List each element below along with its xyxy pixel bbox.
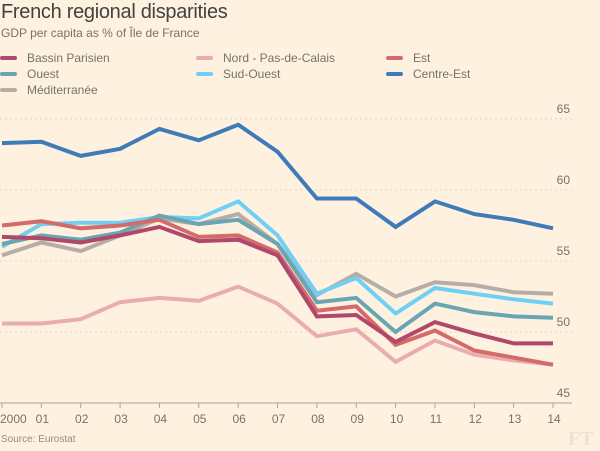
x-tick-label: 01 (36, 412, 50, 426)
legend-swatch (196, 56, 213, 60)
x-tick-label: 11 (430, 412, 443, 426)
source-note: Source: Eurostat (1, 434, 76, 445)
x-tick-label: 14 (547, 412, 561, 426)
series-line-bassin-parisien (1, 224, 553, 346)
series-line-nord-pas-de-calais (2, 284, 554, 367)
x-tick-label: 2000 (0, 412, 27, 426)
y-tick-label: 45 (557, 386, 571, 400)
legend-label: Sud-Ouest (223, 67, 281, 81)
ft-logo: FT (568, 428, 594, 450)
legend-label: Nord - Pas-de-Calais (223, 51, 336, 65)
x-tick-label: 07 (272, 412, 286, 426)
x-tick-label: 06 (232, 412, 246, 426)
legend-item: Sud-Ouest (196, 66, 280, 82)
x-tick-label: 09 (351, 412, 365, 426)
legend-swatch (196, 72, 213, 76)
x-tick-label: 08 (311, 412, 325, 426)
y-tick-label: 55 (557, 244, 571, 258)
series-lines (1, 122, 554, 367)
x-axis (0, 402, 572, 408)
legend-item: Nord - Pas-de-Calais (196, 50, 335, 66)
x-tick-label: 12 (469, 412, 483, 426)
x-tick-label: 05 (193, 412, 207, 426)
legend-label: Est (413, 51, 431, 65)
chart-title: French regional disparities (1, 1, 228, 23)
series-line-centre-est (1, 122, 554, 231)
series-line-ouest (1, 213, 554, 335)
series-line-est (1, 217, 554, 367)
legend-label: Méditerranée (27, 83, 98, 97)
legend-swatch (0, 72, 17, 76)
legend-swatch (386, 56, 403, 60)
chart-subtitle: GDP per capita as % of Île de France (1, 26, 200, 40)
legend-label: Bassin Parisien (27, 51, 110, 65)
legend-swatch (0, 56, 17, 60)
x-tick-label: 02 (75, 412, 89, 426)
legend-label: Centre-Est (413, 67, 471, 81)
legend-swatch (0, 88, 17, 92)
gridlines (0, 118, 572, 333)
x-tick-label: 04 (154, 412, 168, 426)
y-axis-labels: 45 50 55 60 65 (557, 102, 571, 400)
x-axis-labels: 2000 01 02 03 04 05 06 07 08 09 10 11 12 13 14 (0, 412, 561, 426)
y-tick-label: 60 (557, 173, 571, 187)
legend-label: Ouest (27, 67, 60, 81)
y-tick-label: 50 (557, 315, 571, 329)
y-tick-label: 65 (557, 102, 571, 116)
x-tick-label: 10 (390, 412, 404, 426)
series-line-sud-ouest (1, 199, 554, 317)
legend-item: Bassin Parisien (0, 50, 110, 66)
legend-item: Centre-Est (386, 66, 470, 82)
x-tick-label: 03 (114, 412, 128, 426)
legend-item: Méditerranée (0, 82, 98, 98)
legend-item: Est (386, 50, 430, 66)
legend-item: Ouest (0, 66, 59, 82)
x-tick-label: 13 (508, 412, 522, 426)
legend-swatch (386, 72, 403, 76)
legend: Bassin Parisien Nord - Pas-de-Calais Est Ou… (0, 50, 600, 100)
